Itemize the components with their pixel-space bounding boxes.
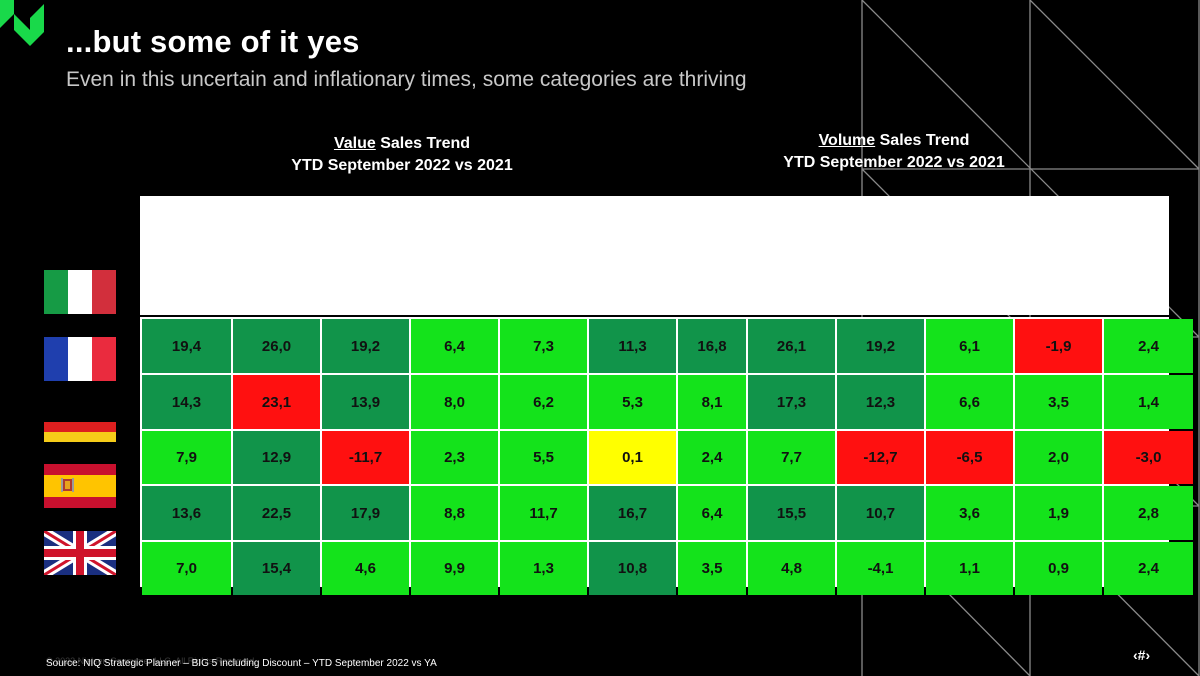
table-cell: -4,1 bbox=[837, 542, 924, 595]
table-cell: 2,3 bbox=[411, 431, 498, 484]
table-cell: 15,5 bbox=[748, 486, 835, 540]
table-cell: 5,5 bbox=[500, 431, 587, 484]
table-cell: 7,7 bbox=[748, 431, 835, 484]
table-cell: 6,4 bbox=[411, 319, 498, 373]
italy-flag-icon bbox=[44, 270, 116, 314]
table-cell: 0,1 bbox=[589, 431, 676, 484]
table-cell: 12,9 bbox=[233, 431, 320, 484]
table-cell: 12,3 bbox=[837, 375, 924, 429]
table-cell: -11,7 bbox=[322, 431, 409, 484]
value-header-key: Value bbox=[333, 135, 376, 152]
table-cell: 5,3 bbox=[589, 375, 676, 429]
france-flag-icon bbox=[44, 337, 116, 381]
table-cell: 13,9 bbox=[322, 375, 409, 429]
table-cell: 3,5 bbox=[678, 542, 746, 595]
table-cell: 8,1 bbox=[678, 375, 746, 429]
value-header-rest: Sales Trend bbox=[375, 135, 471, 152]
table-cell: 8,8 bbox=[411, 486, 498, 540]
table-cell: 16,7 bbox=[589, 486, 676, 540]
table-cell: 9,9 bbox=[411, 542, 498, 595]
table-cell: -1,9 bbox=[1015, 319, 1102, 373]
table-cell: 6,1 bbox=[926, 319, 1013, 373]
table-cell: 7,9 bbox=[142, 431, 231, 484]
table-cell: 23,1 bbox=[233, 375, 320, 429]
table-cell: 17,9 bbox=[322, 486, 409, 540]
sales-trend-table: 19,4 26,0 19,2 6,4 7,3 11,3 16,8 26,1 19,2 6,1 -1,… bbox=[140, 317, 1193, 595]
table-cell: 0,9 bbox=[1015, 542, 1102, 595]
table-cell: 2,4 bbox=[678, 431, 746, 484]
table-cell: 2,0 bbox=[1015, 431, 1102, 484]
volume-header-rest: Sales Trend bbox=[875, 132, 970, 149]
page-title: ...but some of it yes bbox=[66, 24, 360, 59]
table-cell: 26,0 bbox=[233, 319, 320, 373]
source-note: Source: NIQ Strategic Planner – BIG 5 in… bbox=[46, 658, 437, 669]
table-cell: 10,7 bbox=[837, 486, 924, 540]
value-header-period: YTD September 2022 vs 2021 bbox=[291, 157, 513, 174]
value-trend-header: Value Sales Trend YTD September 2022 vs … bbox=[262, 133, 542, 177]
table-cell: 7,3 bbox=[500, 319, 587, 373]
volume-header-key: Volume bbox=[818, 132, 876, 149]
table-cell: 6,6 bbox=[926, 375, 1013, 429]
table-cell: 4,6 bbox=[322, 542, 409, 595]
spain-flag-icon bbox=[44, 464, 116, 508]
table-cell: 8,0 bbox=[411, 375, 498, 429]
table-cell: 2,4 bbox=[1104, 542, 1193, 595]
table-cell: 19,4 bbox=[142, 319, 231, 373]
table-cell: 13,6 bbox=[142, 486, 231, 540]
table-cell: 6,4 bbox=[678, 486, 746, 540]
uk-flag-icon bbox=[44, 531, 116, 575]
brand-logo-icon bbox=[0, 0, 44, 46]
table-cell: 6,2 bbox=[500, 375, 587, 429]
table-cell: 1,4 bbox=[1104, 375, 1193, 429]
table-cell: 17,3 bbox=[748, 375, 835, 429]
corner-logo-icon: ‹#› bbox=[1133, 647, 1151, 663]
table-cell: 1,9 bbox=[1015, 486, 1102, 540]
table-cell: 2,8 bbox=[1104, 486, 1193, 540]
table-cell: 16,8 bbox=[678, 319, 746, 373]
germany-flag-icon bbox=[44, 412, 116, 442]
table-cell: -12,7 bbox=[837, 431, 924, 484]
page-subtitle: Even in this uncertain and inflationary … bbox=[66, 68, 747, 91]
table-cell: 2,4 bbox=[1104, 319, 1193, 373]
table-cell: 15,4 bbox=[233, 542, 320, 595]
table-cell: 10,8 bbox=[589, 542, 676, 595]
table-cell: -3,0 bbox=[1104, 431, 1193, 484]
table-cell: 26,1 bbox=[748, 319, 835, 373]
table-cell: 11,3 bbox=[589, 319, 676, 373]
table-cell: 19,2 bbox=[837, 319, 924, 373]
table-cell: 11,7 bbox=[500, 486, 587, 540]
volume-trend-header: Volume Sales Trend YTD September 2022 vs… bbox=[754, 130, 1034, 174]
table-cell: 14,3 bbox=[142, 375, 231, 429]
table-cell: 1,1 bbox=[926, 542, 1013, 595]
table-cell: 3,5 bbox=[1015, 375, 1102, 429]
table-cell: 22,5 bbox=[233, 486, 320, 540]
table-cell: -6,5 bbox=[926, 431, 1013, 484]
table-cell: 3,6 bbox=[926, 486, 1013, 540]
volume-header-period: YTD September 2022 vs 2021 bbox=[783, 154, 1005, 171]
table-cell: 4,8 bbox=[748, 542, 835, 595]
table-cell: 1,3 bbox=[500, 542, 587, 595]
copyright-text: © 2022 Nielsen Consumer LLC. All Rights … bbox=[46, 656, 257, 666]
category-header-band bbox=[140, 196, 1169, 315]
table-cell: 7,0 bbox=[142, 542, 231, 595]
table-cell: 19,2 bbox=[322, 319, 409, 373]
